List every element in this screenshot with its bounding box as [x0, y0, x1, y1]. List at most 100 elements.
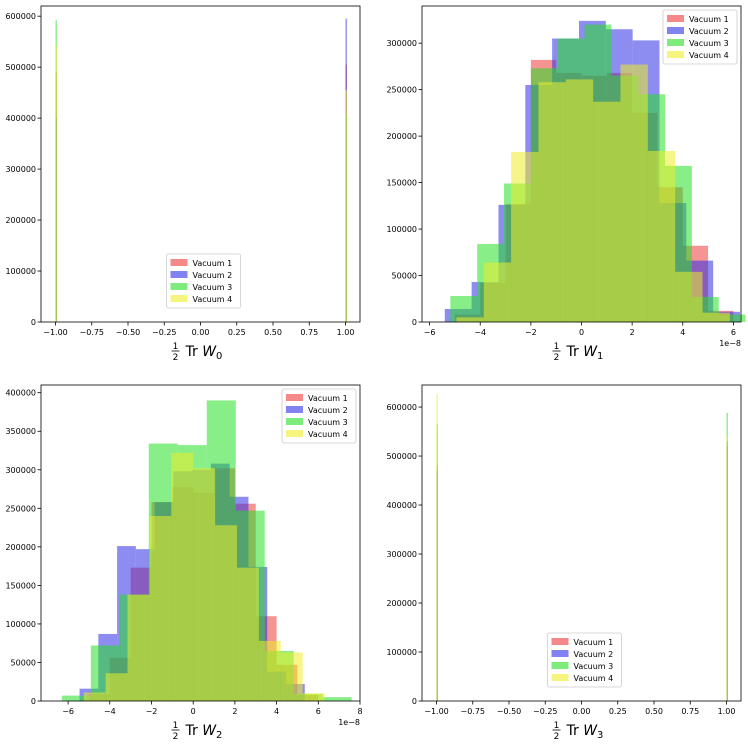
x-tick-label: 4: [680, 328, 685, 337]
label-trace-text: Tr W0: [185, 344, 223, 362]
label-trace-text: Tr W3: [566, 723, 604, 741]
x-tick-label: −1.00: [424, 707, 449, 716]
legend-swatch-4: [170, 295, 188, 302]
x-tick-label: 0.50: [645, 707, 663, 716]
axes-frame: [40, 384, 361, 702]
histogram-bar-4-9: [258, 640, 281, 701]
x-tick-label: −0.25: [152, 328, 177, 337]
x-tick-label: −0.75: [460, 707, 485, 716]
y-tick-label: 250000: [5, 504, 36, 513]
histogram-bar-4-2: [105, 673, 128, 701]
histogram-bar-4-4: [538, 82, 566, 322]
x-tick-label: 0: [191, 707, 196, 716]
label-w-symbol: W: [583, 723, 598, 739]
legend-label-2: Vacuum 2: [689, 27, 729, 36]
subplot-w1: −6 −4 −2 0 2 4 6 0 50000 100000 150000 200000 250000…: [386, 5, 746, 363]
x-tick-label: −0.25: [533, 707, 558, 716]
x-offset-label: 1e−8: [719, 339, 741, 348]
x-axis-label: 12 Tr W2: [171, 721, 222, 742]
histogram-bar-4-6: [593, 101, 621, 323]
x-tick-label: 0.00: [192, 328, 210, 337]
y-tick-label: 100000: [386, 225, 417, 234]
histogram-bar-4-9: [675, 271, 703, 322]
legend-box: [662, 9, 738, 65]
legend-swatch-4: [286, 430, 303, 437]
y-tick-label: 300000: [5, 165, 36, 174]
x-tick-label: 8: [357, 707, 362, 716]
legend-swatch-4: [667, 51, 684, 58]
legend-label-3: Vacuum 3: [308, 418, 348, 427]
y-tick-label: 600000: [386, 403, 417, 412]
label-fraction-num: 1: [173, 721, 179, 731]
y-tick-label: 150000: [386, 179, 417, 188]
y-tick-label: 100000: [386, 648, 417, 657]
histogram-bar-4-2: [726, 436, 728, 701]
y-tick-label: 0: [31, 697, 36, 706]
y-tick-label: 200000: [5, 543, 36, 552]
label-fraction-num: 1: [554, 342, 560, 352]
histogram-bar-4-6: [193, 468, 216, 701]
y-tick-label: 200000: [386, 132, 417, 141]
x-tick-label: 0.25: [228, 328, 246, 337]
histogram-bar-4-1: [55, 44, 57, 323]
x-tick-label: −1.00: [43, 328, 68, 337]
legend-swatch-3: [170, 283, 188, 290]
x-tick-label: 0.75: [681, 707, 699, 716]
x-tick-label: 0.25: [609, 707, 627, 716]
legend-swatch-1: [667, 15, 684, 22]
histogram-bar-4-11: [302, 693, 325, 701]
histogram-bar-4-5: [565, 79, 594, 323]
legend-swatch-3: [286, 418, 303, 425]
y-tick-label: 50000: [11, 658, 36, 667]
y-tick-label: 400000: [386, 501, 417, 510]
x-tick-label: 2: [630, 328, 635, 337]
histogram-bar-4-8: [236, 567, 259, 701]
legend-swatch-2: [170, 271, 188, 278]
legend-swatch-1: [170, 259, 188, 266]
y-tick-label: 350000: [5, 427, 36, 436]
histogram-bar-4-10: [280, 652, 303, 701]
y-tick-label: 0: [412, 318, 417, 327]
legend: Vacuum 1 Vacuum 2 Vacuum 3 Vacuum 4: [281, 388, 357, 444]
legend-label-3: Vacuum 3: [574, 662, 614, 671]
y-tick-label: 200000: [386, 599, 417, 608]
x-tick-label: −0.50: [116, 328, 141, 337]
legend-label-4: Vacuum 4: [308, 430, 348, 439]
label-subscript: 1: [597, 351, 603, 362]
legend-swatch-2: [667, 27, 684, 34]
x-tick-label: −2: [146, 707, 158, 716]
histogram-bar-4-4: [149, 516, 172, 701]
legend-box: [547, 632, 622, 688]
histogram-bar-3-1: [61, 695, 91, 701]
histogram-bar-4-1: [436, 394, 438, 701]
x-tick-label: −2: [525, 328, 537, 337]
y-tick-label: 600000: [5, 12, 36, 21]
legend: Vacuum 1 Vacuum 2 Vacuum 3 Vacuum 4: [662, 9, 738, 65]
legend: Vacuum 1 Vacuum 2 Vacuum 3 Vacuum 4: [166, 253, 241, 309]
label-fraction-num: 1: [173, 342, 179, 352]
y-tick-label: 500000: [5, 63, 36, 72]
histogram-bar-3-11: [718, 314, 746, 322]
x-tick-label: 0.50: [264, 328, 282, 337]
label-trace-text: Tr W1: [566, 344, 604, 362]
label-fraction-den: 2: [554, 353, 560, 363]
legend-swatch-2: [551, 650, 569, 657]
legend-swatch-1: [286, 394, 303, 401]
legend-box: [166, 253, 241, 309]
legend-label-4: Vacuum 4: [193, 295, 233, 304]
label-subscript: 0: [216, 351, 222, 362]
x-tick-label: −0.50: [497, 707, 522, 716]
y-tick-label: 100000: [5, 620, 36, 629]
histogram-bar-4-5: [171, 452, 194, 701]
x-tick-label: 0: [579, 328, 584, 337]
y-tick-label: 400000: [5, 389, 36, 398]
legend: Vacuum 1 Vacuum 2 Vacuum 3 Vacuum 4: [547, 632, 622, 688]
x-tick-label: −6: [424, 328, 436, 337]
legend-swatch-3: [667, 39, 684, 46]
legend-label-2: Vacuum 2: [308, 406, 348, 415]
legend-box: [281, 388, 357, 444]
x-offset-label: 1e−8: [338, 718, 360, 727]
legend-label-3: Vacuum 3: [689, 39, 729, 48]
x-tick-label: −4: [104, 707, 116, 716]
histogram-bar-4-3: [511, 151, 539, 322]
